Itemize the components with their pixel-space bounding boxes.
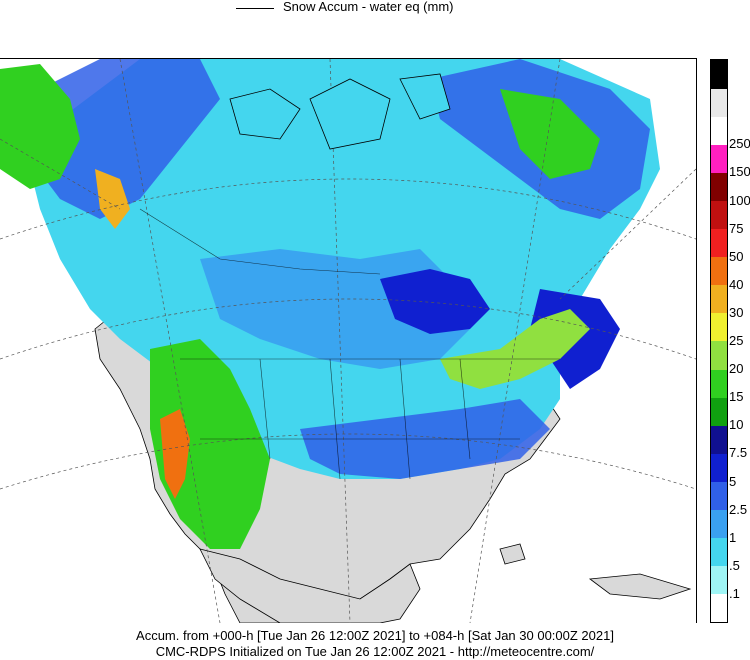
legend-swatch [711, 481, 727, 511]
legend-swatch [711, 537, 727, 567]
chart-title: Snow Accum - water eq (mm) [283, 0, 454, 14]
arctic-islands [229, 73, 451, 150]
legend-swatch [711, 256, 727, 286]
legend-label: 10 [729, 417, 744, 433]
legend-swatch [711, 565, 727, 595]
legend-label: 15 [729, 389, 744, 405]
legend-swatch [711, 425, 727, 454]
legend-label: .5 [729, 557, 740, 573]
heavy-snow-bc [95, 169, 130, 229]
mexico-land [199, 548, 421, 623]
heavy-snow-sierra [160, 409, 190, 499]
legend-swatch [711, 397, 727, 426]
snow-accumulation-map [0, 58, 697, 623]
chart-title-row: Snow Accum - water eq (mm) [0, 0, 750, 20]
footer-accumulation-period: Accum. from +000-h [Tue Jan 26 12:00Z 20… [136, 628, 614, 643]
legend-label: 75 [729, 220, 744, 236]
heavy-snow-labrador [500, 89, 600, 179]
snow-band-quebec [380, 269, 490, 334]
legend-label: 20 [729, 361, 744, 377]
legend-swatch [711, 509, 727, 539]
legend-swatch [711, 453, 727, 482]
legend-swatch [711, 593, 727, 623]
footer-model-info: CMC-RDPS Initialized on Tue Jan 26 12:00… [155, 644, 595, 659]
legend-label: 5 [729, 473, 737, 489]
caribbean-islands [499, 543, 692, 600]
legend-label: 30 [729, 304, 744, 320]
legend-swatch [711, 88, 727, 117]
legend-swatch [711, 341, 727, 370]
legend-swatch [711, 284, 727, 314]
heavy-snow-alaska [0, 64, 80, 189]
legend-label: 40 [729, 276, 744, 292]
graticule [0, 59, 696, 623]
legend-label: 150 [729, 164, 750, 180]
legend-swatch [711, 172, 727, 201]
legend-swatch [711, 116, 727, 145]
map-canvas [0, 59, 696, 623]
title-legend-line [236, 8, 274, 9]
legend-label: 1 [729, 529, 737, 545]
legend-swatch [711, 312, 727, 342]
political-borders [139, 208, 560, 480]
legend-label: 7.5 [729, 445, 748, 461]
legend-swatch [711, 369, 727, 398]
legend-label: 2.5 [729, 501, 748, 517]
legend-swatch [711, 200, 727, 230]
legend-label: 50 [729, 248, 744, 264]
legend-swatch [711, 228, 727, 258]
legend-swatch [711, 144, 727, 173]
legend-label: 250 [729, 136, 750, 152]
legend-label: .1 [729, 585, 740, 601]
heavy-snow-rockies [150, 339, 270, 549]
color-scale-legend [710, 59, 728, 623]
heavy-snow-east [440, 309, 590, 389]
legend-swatch [711, 60, 727, 89]
legend-label: 25 [729, 333, 744, 348]
legend-label: 100 [729, 192, 750, 208]
